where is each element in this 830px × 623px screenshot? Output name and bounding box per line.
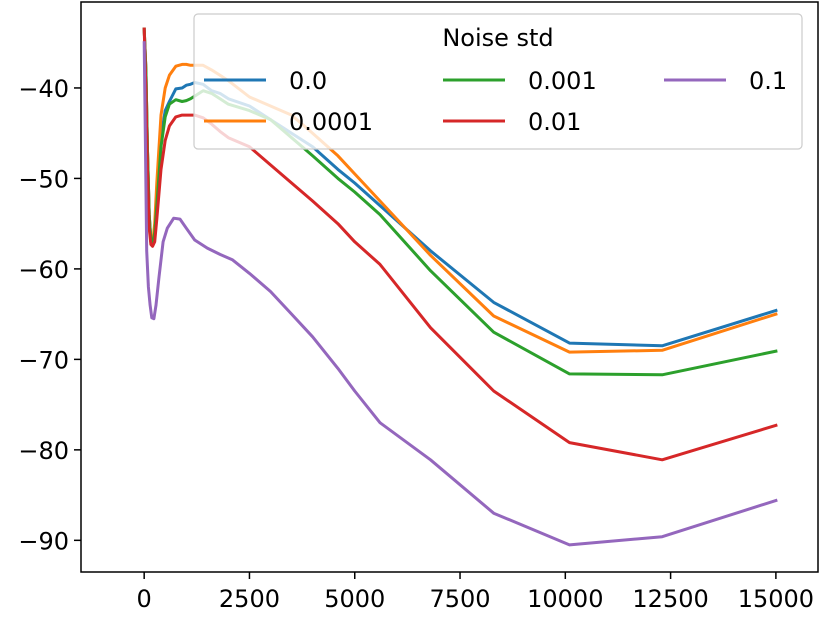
y-tick-label-4: −50 <box>18 165 69 193</box>
x-tick-label-5: 12500 <box>632 585 708 613</box>
x-tick-label-6: 15000 <box>738 585 814 613</box>
x-tick-label-2: 5000 <box>324 585 385 613</box>
series-line-4 <box>142 41 778 547</box>
axes: 0 2500 5000 7500 10000 12500 15000 −90 −80 −70 −60… <box>18 1 819 613</box>
legend-title: Noise std <box>442 24 553 52</box>
legend-label-0: 0.0 <box>289 67 327 95</box>
plot-frame <box>80 1 819 573</box>
x-tick-label-3: 7500 <box>429 585 490 613</box>
legend-label-4: 0.1 <box>749 67 787 95</box>
x-tick-label-1: 2500 <box>219 585 280 613</box>
x-tick-label-4: 10000 <box>527 585 603 613</box>
y-tick-label-2: −70 <box>18 346 69 374</box>
y-tick-label-5: −40 <box>18 75 69 103</box>
legend-label-2: 0.001 <box>528 67 597 95</box>
legend: Noise std 0.0 0.0001 0.001 0.01 0.1 <box>193 13 803 150</box>
y-tick-label-1: −80 <box>18 437 69 465</box>
legend-label-1: 0.0001 <box>289 108 373 136</box>
legend-label-3: 0.01 <box>528 108 581 136</box>
y-tick-label-0: −90 <box>18 527 69 555</box>
x-tick-label-0: 0 <box>137 585 152 613</box>
y-tick-label-3: −60 <box>18 256 69 284</box>
